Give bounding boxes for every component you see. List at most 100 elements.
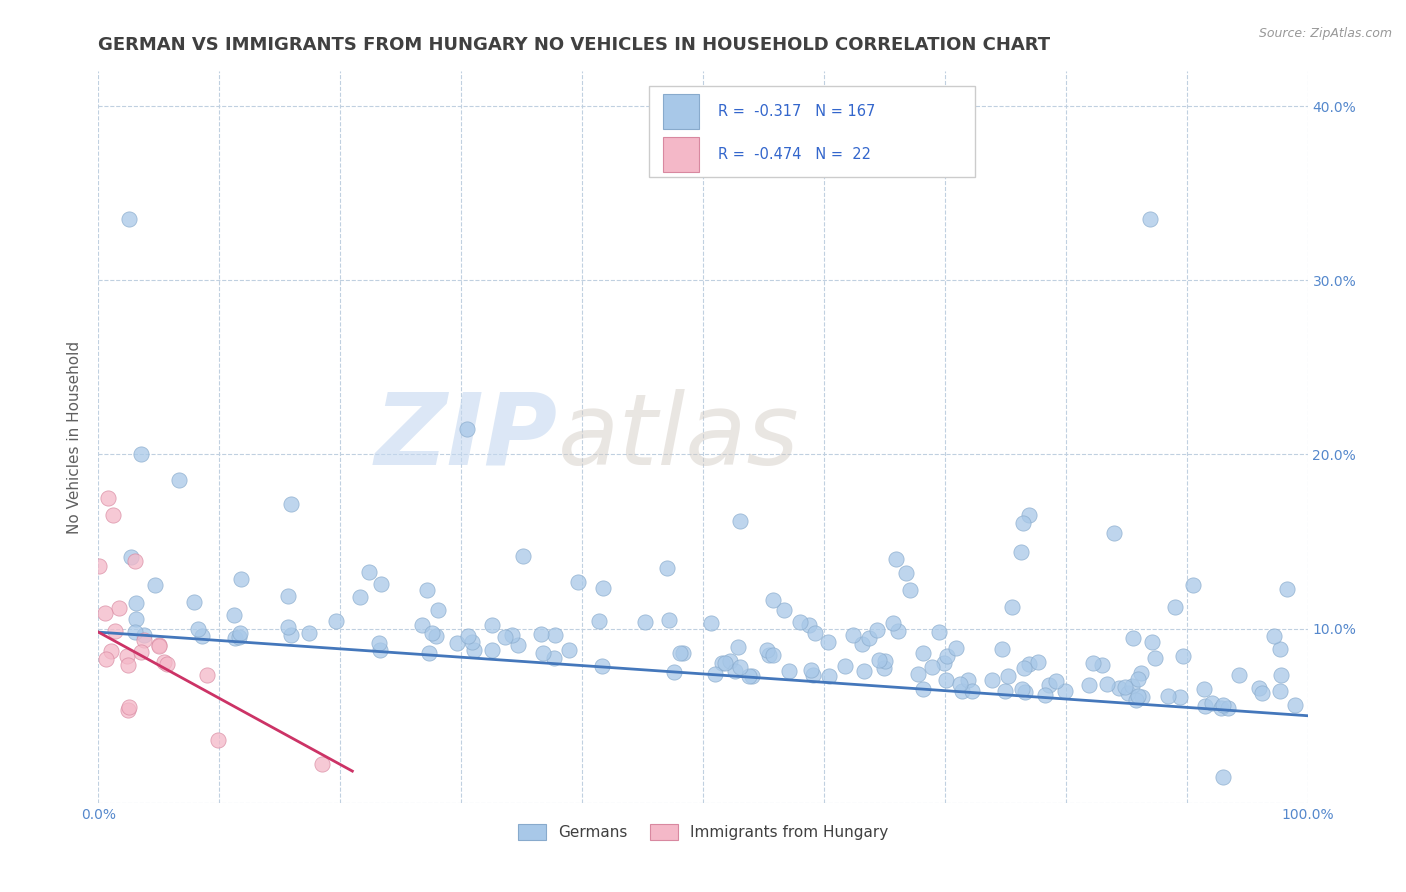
Point [1216, 700, 1239, 714]
Point [311, 757, 333, 772]
Point [446, 635, 468, 649]
Point [1026, 655, 1049, 669]
Point [1139, 212, 1161, 227]
Point [866, 623, 889, 637]
Point [658, 613, 681, 627]
Point [207, 733, 229, 747]
Point [1114, 681, 1136, 695]
Point [101, 508, 124, 523]
Point [756, 643, 779, 657]
Point [107, 601, 129, 615]
Point [1045, 673, 1067, 688]
Point [367, 635, 389, 649]
Point [1108, 681, 1130, 695]
Point [124, 625, 146, 640]
Point [1201, 697, 1223, 711]
Point [949, 677, 972, 691]
Point [1129, 666, 1152, 681]
Point [298, 625, 321, 640]
Point [1173, 648, 1195, 663]
Point [591, 658, 613, 673]
Point [1091, 657, 1114, 672]
Point [1010, 545, 1032, 559]
Point [945, 641, 967, 656]
Y-axis label: No Vehicles in Household: No Vehicles in Household [67, 341, 83, 533]
Point [634, 615, 657, 629]
Point [799, 618, 821, 632]
Point [1116, 686, 1139, 700]
Point [96, 652, 118, 666]
Point [1038, 677, 1060, 691]
Point [97, 491, 120, 505]
Point [557, 643, 579, 657]
Point [124, 553, 146, 567]
Point [1194, 699, 1216, 714]
Point [1163, 599, 1185, 614]
Point [1011, 516, 1033, 531]
Point [778, 665, 800, 679]
Point [567, 575, 589, 590]
Point [907, 667, 929, 681]
Point [873, 654, 896, 668]
Point [741, 669, 763, 683]
Point [512, 549, 534, 564]
Point [1001, 599, 1024, 614]
Point [231, 572, 253, 586]
Point [1012, 660, 1035, 674]
Point [411, 618, 433, 632]
Point [842, 628, 865, 642]
Point [886, 552, 908, 566]
FancyBboxPatch shape [664, 94, 699, 129]
Point [1168, 690, 1191, 704]
Point [724, 664, 747, 678]
Point [460, 635, 482, 649]
Point [463, 643, 485, 657]
Point [1018, 508, 1040, 523]
Point [183, 595, 205, 609]
Point [280, 498, 302, 512]
Point [894, 566, 917, 581]
Point [664, 665, 686, 679]
Legend: Germans, Immigrants from Hungary: Germans, Immigrants from Hungary [512, 817, 894, 847]
Point [1227, 668, 1250, 682]
Point [427, 602, 450, 616]
Point [195, 668, 218, 682]
Point [94, 606, 117, 620]
Point [148, 639, 170, 653]
Point [125, 596, 148, 610]
Point [898, 582, 921, 597]
Point [858, 632, 880, 646]
Point [699, 616, 721, 631]
Point [277, 589, 299, 603]
Point [789, 615, 811, 629]
Point [129, 448, 152, 462]
Point [1122, 632, 1144, 646]
Point [1263, 630, 1285, 644]
Point [103, 624, 125, 638]
Point [418, 646, 440, 660]
Point [1081, 656, 1104, 670]
Point [1212, 698, 1234, 712]
Point [834, 659, 856, 673]
Point [1275, 582, 1298, 597]
Point [935, 648, 957, 663]
Point [588, 614, 610, 628]
Point [87, 559, 110, 574]
Point [129, 645, 152, 659]
Point [531, 646, 554, 660]
FancyBboxPatch shape [664, 137, 699, 172]
Point [1284, 698, 1306, 713]
Point [818, 669, 841, 683]
Point [1121, 679, 1143, 693]
Point [134, 628, 156, 642]
Point [1251, 686, 1274, 700]
Point [956, 673, 979, 688]
Point [100, 644, 122, 658]
Point [530, 627, 553, 641]
FancyBboxPatch shape [648, 86, 976, 178]
Point [370, 642, 392, 657]
Point [592, 582, 614, 596]
Point [1192, 682, 1215, 697]
Point [1033, 688, 1056, 702]
Point [817, 635, 839, 649]
